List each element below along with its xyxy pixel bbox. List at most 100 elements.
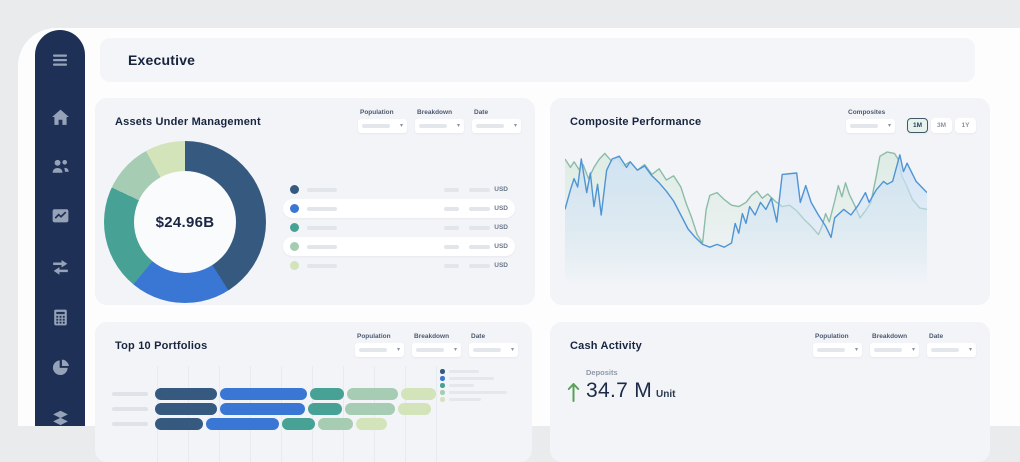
breakdown-select[interactable]: ▾ — [412, 343, 461, 357]
legend-item — [440, 382, 507, 389]
chevron-down-icon: ▾ — [968, 347, 972, 353]
aum-row: USD — [283, 218, 515, 237]
aum-row: USD — [283, 199, 515, 218]
page-header: Executive — [100, 38, 975, 82]
range-3m-button[interactable]: 3M — [931, 118, 952, 133]
range-1y-button[interactable]: 1Y — [955, 118, 976, 133]
composite-filters: Composites ▾ 1M 3M 1Y — [846, 109, 976, 133]
select-placeholder — [476, 124, 504, 128]
menu-icon[interactable] — [35, 50, 85, 70]
row-value-placeholder — [444, 225, 460, 230]
select-placeholder — [931, 348, 959, 352]
date-select[interactable]: ▾ — [469, 343, 518, 357]
range-1m-button[interactable]: 1M — [907, 118, 928, 133]
home-icon[interactable] — [35, 107, 85, 128]
metric-line: 34.7 M Unit — [586, 379, 675, 403]
filter-date: Date ▾ — [927, 333, 976, 357]
aum-filters: Population ▾ Breakdown ▾ Date ▾ — [358, 109, 521, 133]
chevron-down-icon: ▾ — [396, 347, 400, 353]
filter-breakdown: Breakdown ▾ — [870, 333, 919, 357]
donut-hole: $24.96B — [134, 171, 236, 273]
row-amount-placeholder — [469, 206, 491, 211]
transfers-icon[interactable] — [35, 256, 85, 277]
filter-label: Composites — [848, 109, 886, 116]
portfolios-card-title: Top 10 Portfolios — [115, 340, 208, 352]
population-select[interactable]: ▾ — [813, 343, 862, 357]
row-value-placeholder — [444, 244, 460, 249]
portfolio-bar-row — [95, 403, 431, 415]
series-dot — [290, 185, 299, 194]
performance-icon[interactable] — [35, 205, 85, 226]
portfolio-label-placeholder — [112, 392, 148, 396]
series-dot — [290, 261, 299, 270]
pie-chart-icon[interactable] — [35, 357, 85, 378]
row-amount-placeholder — [469, 187, 491, 192]
select-placeholder — [416, 348, 444, 352]
legend-label-placeholder — [448, 370, 479, 373]
aum-row: USD — [283, 237, 515, 256]
deposits-metric: Deposits 34.7 M Unit — [567, 368, 675, 403]
portfolio-label-placeholder — [112, 422, 148, 426]
card-top-10-portfolios: Top 10 Portfolios Population ▾ Breakdown ▾ D… — [95, 322, 532, 462]
bar-segment — [318, 418, 353, 430]
population-select[interactable]: ▾ — [355, 343, 404, 357]
arrow-up-icon — [567, 383, 580, 402]
aum-row: USD — [283, 180, 515, 199]
bar-track — [155, 403, 431, 415]
filter-label: Breakdown — [414, 333, 450, 340]
date-select[interactable]: ▾ — [472, 119, 521, 133]
series-dot — [290, 204, 299, 213]
legend-label-placeholder — [448, 391, 507, 394]
composites-select[interactable]: ▾ — [846, 119, 895, 133]
chevron-down-icon: ▾ — [854, 347, 858, 353]
row-amount-placeholder — [469, 225, 491, 230]
legend-dot — [440, 369, 445, 374]
breakdown-select[interactable]: ▾ — [870, 343, 919, 357]
metric-label: Deposits — [586, 368, 618, 377]
row-label-placeholder — [307, 187, 337, 192]
filter-group: Composites ▾ — [846, 109, 895, 133]
filter-label: Population — [357, 333, 391, 340]
filter-label: Population — [360, 109, 394, 116]
filter-label: Breakdown — [872, 333, 908, 340]
bar-segment — [310, 388, 344, 400]
bar-track — [155, 418, 387, 430]
filter-breakdown: Breakdown ▾ — [412, 333, 461, 357]
filter-label: Date — [471, 333, 486, 340]
series-dot — [290, 242, 299, 251]
bar-segment — [401, 388, 436, 400]
filter-group: Population ▾ Breakdown ▾ Date ▾ — [813, 333, 976, 357]
bar-track — [155, 388, 436, 400]
select-placeholder — [362, 124, 390, 128]
population-select[interactable]: ▾ — [358, 119, 407, 133]
gridline — [343, 366, 344, 462]
row-value-placeholder — [444, 263, 460, 268]
page-title: Executive — [128, 52, 196, 68]
breakdown-select[interactable]: ▾ — [415, 119, 464, 133]
portfolios-stacked-bar-chart — [95, 322, 532, 462]
bar-segment — [347, 388, 398, 400]
filter-group: Population ▾ Breakdown ▾ Date ▾ — [358, 109, 521, 133]
currency-label: USD — [494, 205, 508, 212]
cash-card-title: Cash Activity — [570, 340, 642, 352]
legend-item — [440, 368, 507, 375]
portfolios-filters: Population ▾ Breakdown ▾ Date ▾ — [355, 333, 518, 357]
currency-label: USD — [494, 224, 508, 231]
chevron-down-icon: ▾ — [453, 347, 457, 353]
metric-text: Deposits 34.7 M Unit — [586, 368, 675, 403]
legend-dot — [440, 383, 445, 388]
legend-item — [440, 396, 507, 403]
users-icon[interactable] — [35, 156, 85, 177]
legend-dot — [440, 397, 445, 402]
filter-date: Date ▾ — [469, 333, 518, 357]
layers-icon[interactable] — [35, 406, 85, 427]
date-select[interactable]: ▾ — [927, 343, 976, 357]
row-label-placeholder — [307, 244, 337, 249]
metric-value: 34.7 M — [586, 379, 652, 402]
calculator-icon[interactable] — [35, 307, 85, 328]
chevron-down-icon: ▾ — [399, 123, 403, 129]
legend-item — [440, 389, 507, 396]
cash-filters: Population ▾ Breakdown ▾ Date ▾ — [813, 333, 976, 357]
gridline — [219, 366, 220, 462]
portfolios-legend — [440, 368, 507, 403]
